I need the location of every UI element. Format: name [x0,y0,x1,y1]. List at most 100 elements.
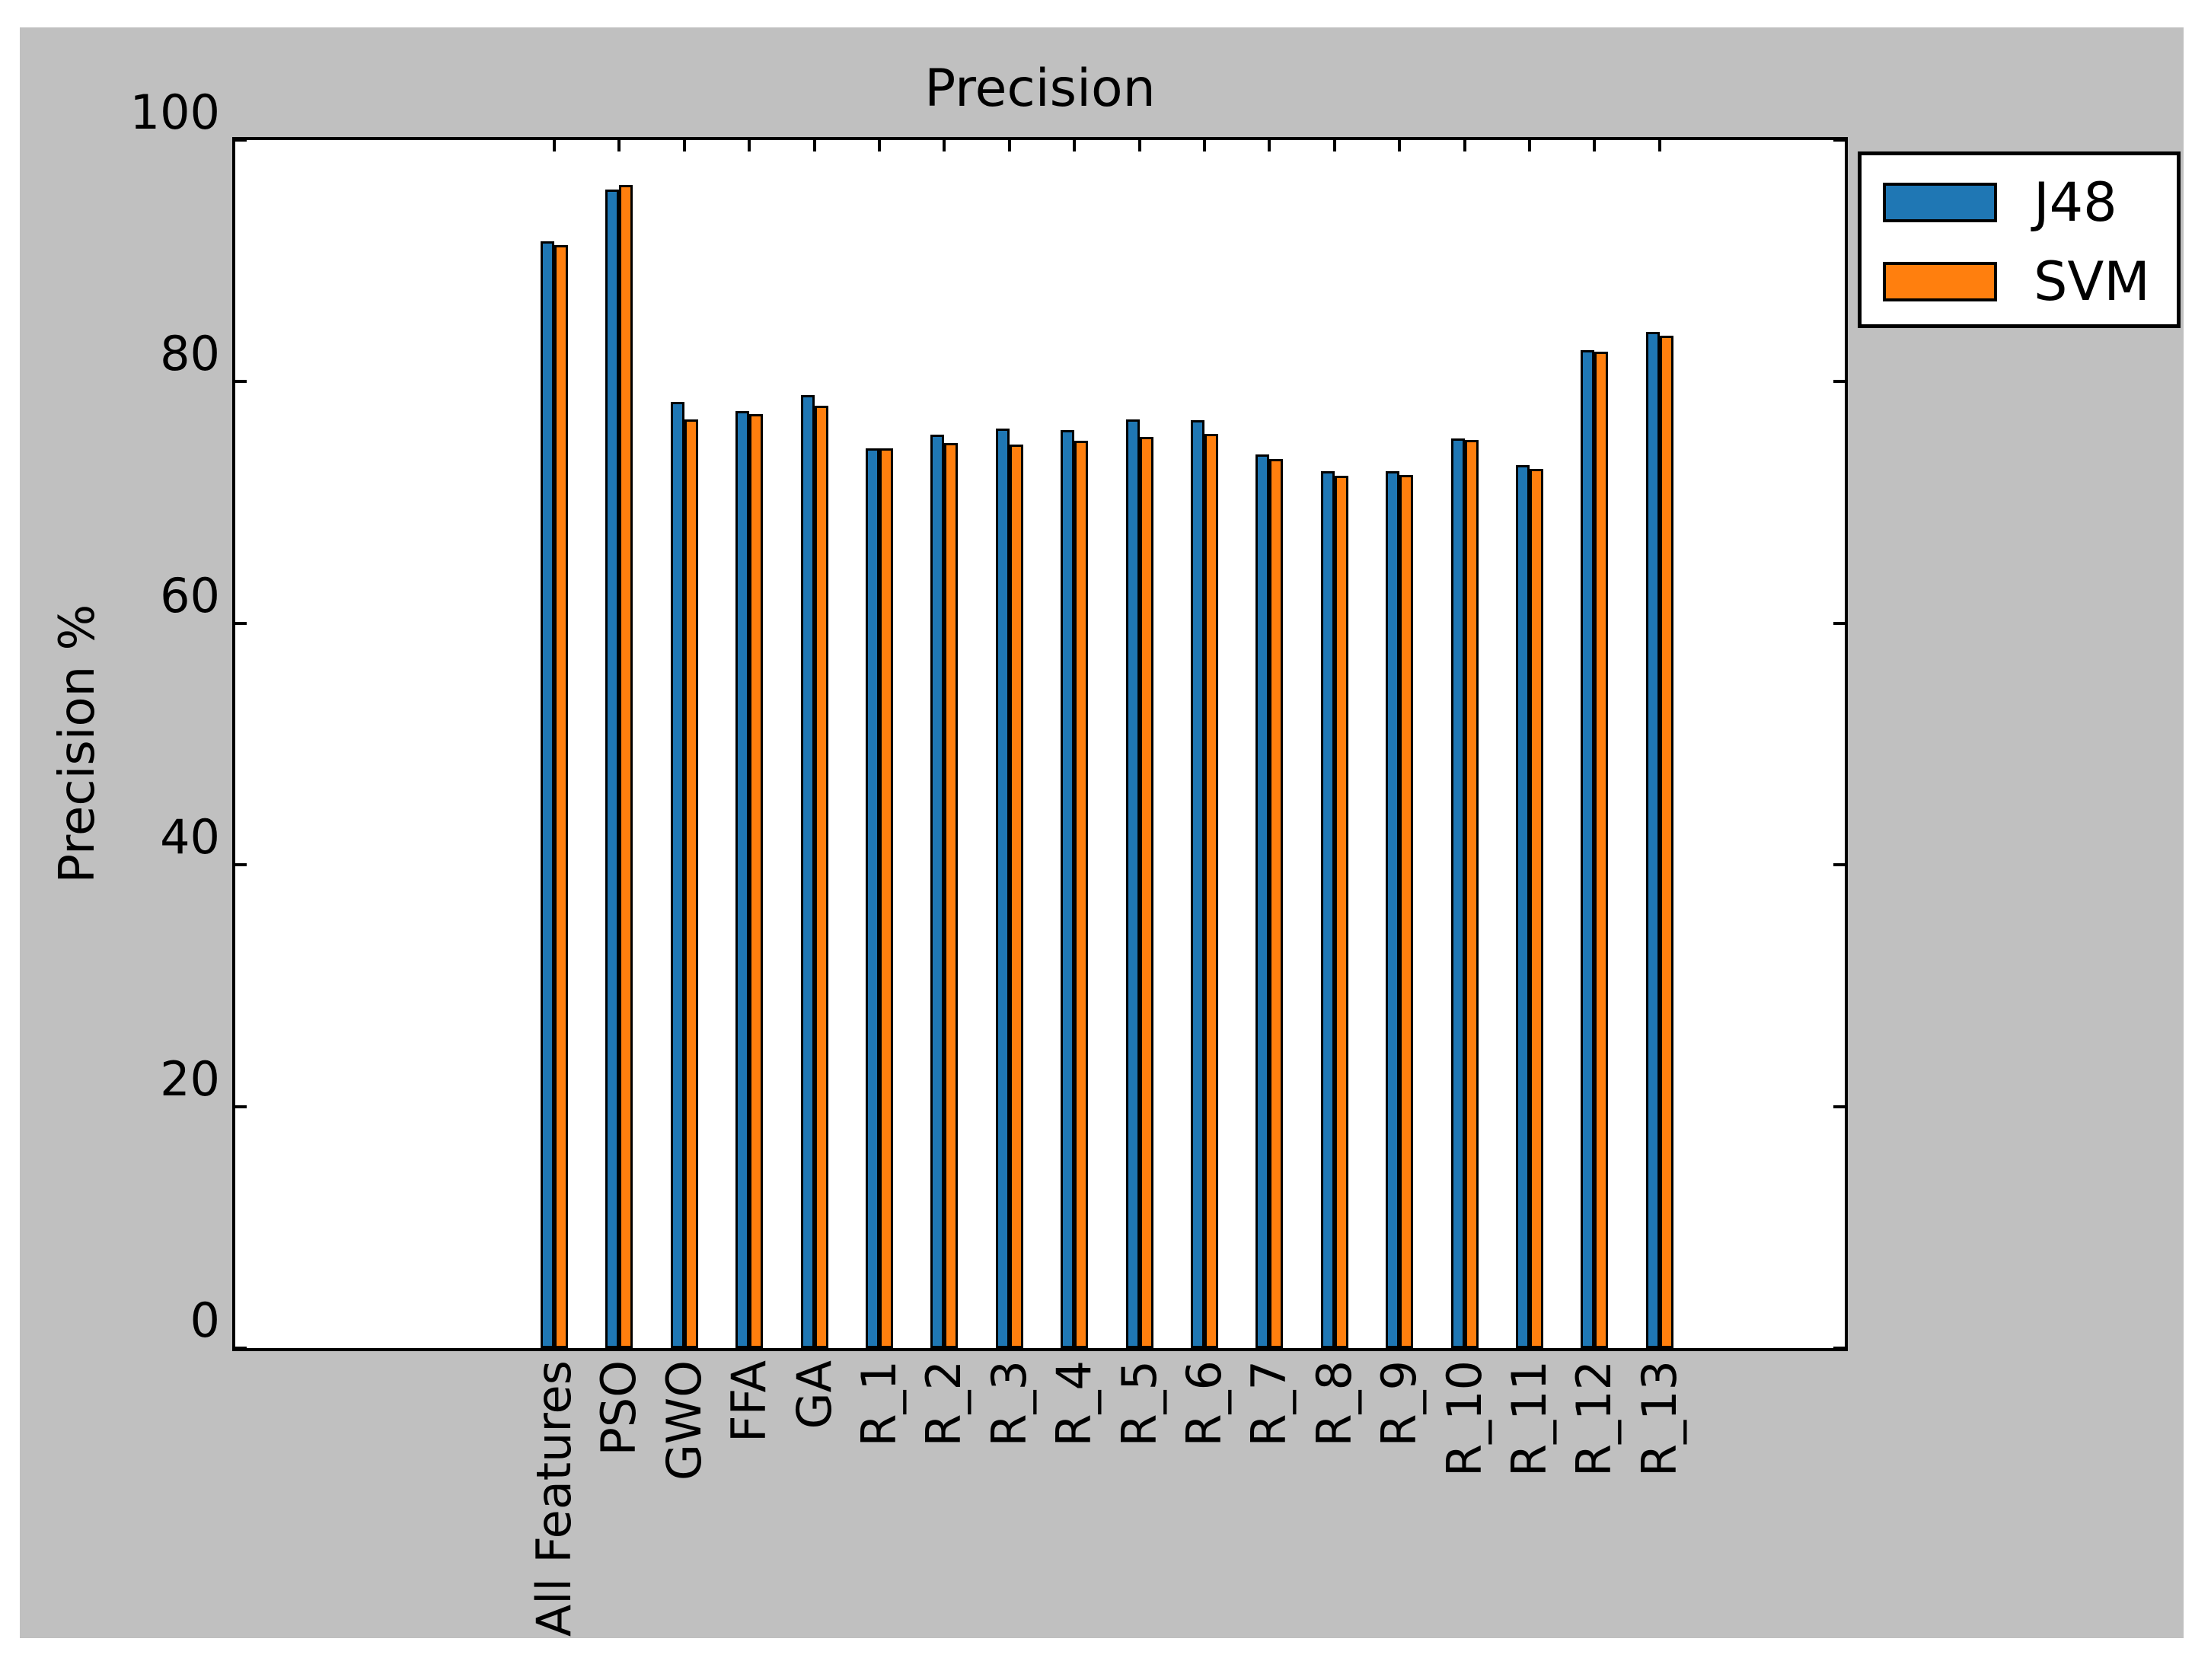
x-tick-label: All Features [526,1360,582,1637]
y-tick-label: 40 [160,809,220,866]
axis-tick-mark [1137,140,1141,151]
bar-svm-r-5 [1139,437,1153,1348]
axis-tick-mark [235,139,247,142]
y-tick-label: 100 [129,84,220,140]
bar-j48-ffa [735,410,750,1348]
bar-svm-r-12 [1594,351,1609,1348]
axis-tick-mark [878,140,881,151]
bar-j48-r-12 [1581,350,1595,1348]
x-tick-label: PSO [591,1360,647,1456]
bar-j48-r-1 [866,448,879,1348]
bar-j48-r-7 [1255,454,1270,1348]
x-tick-label: FFA [721,1360,777,1443]
axis-tick-mark [1833,863,1845,867]
axis-tick-mark [1833,1105,1845,1108]
axis-tick-mark [812,140,816,151]
axis-tick-mark [1528,140,1531,151]
bar-j48-r-2 [930,435,945,1348]
axis-tick-mark [1833,380,1845,384]
axis-tick-mark [1073,140,1077,151]
bar-j48-r-9 [1386,470,1400,1348]
y-tick-label: 60 [160,567,220,623]
bar-j48-r-11 [1516,464,1530,1348]
bar-j48-r-5 [1125,419,1140,1348]
axis-tick-mark [617,140,621,151]
x-tick-label: R_13 [1631,1360,1687,1477]
bar-svm-all-features [554,245,568,1348]
y-tick-label: 0 [190,1293,220,1348]
bar-svm-r-9 [1399,474,1414,1348]
axis-tick-mark [235,380,247,384]
legend-swatch-svm [1883,262,1997,301]
bar-j48-pso [605,190,620,1348]
x-tick-label: R_4 [1046,1360,1102,1447]
legend-label-svm: SVM [2034,250,2150,313]
axis-tick-mark [682,140,686,151]
legend-item-j48: J48 [1883,176,2117,229]
axis-tick-mark [748,140,751,151]
x-tick-label: R_2 [916,1360,972,1447]
x-tick-label: R_10 [1436,1360,1492,1477]
legend-swatch-j48 [1883,183,1997,222]
bar-j48-ga [800,394,815,1348]
axis-tick-mark [1833,621,1845,625]
axis-tick-mark [235,1105,247,1108]
x-tick-label: R_7 [1241,1360,1297,1447]
axis-tick-mark [1203,140,1206,151]
axis-tick-mark [235,1347,247,1350]
y-tick-label: 80 [160,326,220,382]
bar-svm-r-13 [1659,336,1673,1348]
axis-tick-mark [1657,140,1661,151]
axis-tick-mark [553,140,556,151]
bar-svm-r-6 [1204,433,1218,1348]
bar-j48-r-13 [1645,332,1660,1348]
x-tick-label: R_8 [1306,1360,1362,1447]
bar-svm-r-2 [944,443,959,1348]
axis-tick-mark [1833,139,1845,142]
legend-box: J48 SVM [1858,151,2181,328]
axis-tick-mark [235,863,247,867]
x-tick-label: R_5 [1111,1360,1167,1447]
y-tick-label: 20 [160,1050,220,1107]
x-tick-label: GWO [656,1360,712,1481]
x-tick-label: R_6 [1176,1360,1232,1447]
bar-svm-r-4 [1074,441,1089,1348]
x-tick-label: R_1 [851,1360,907,1447]
chart-title: Precision [924,59,1156,119]
axis-tick-mark [235,621,247,625]
bar-svm-r-1 [879,448,893,1348]
axis-tick-mark [1398,140,1402,151]
x-tick-label: R_9 [1371,1360,1428,1447]
x-tick-label: R_3 [981,1360,1037,1447]
legend-item-svm: SVM [1883,255,2150,308]
bar-j48-r-3 [995,429,1010,1348]
axis-tick-mark [1833,1347,1845,1350]
bar-svm-ga [814,406,828,1348]
bar-j48-all-features [541,241,554,1348]
axis-tick-mark [1332,140,1336,151]
legend-label-j48: J48 [2034,171,2117,234]
axis-tick-mark [1007,140,1011,151]
bar-svm-r-3 [1009,444,1023,1348]
bar-j48-r-10 [1450,438,1465,1348]
bar-svm-ffa [749,414,764,1348]
bar-j48-r-4 [1061,429,1075,1348]
x-tick-label: R_11 [1501,1360,1557,1477]
bar-svm-pso [619,184,633,1348]
bar-j48-gwo [670,402,684,1348]
x-tick-label: GA [786,1360,842,1430]
bar-svm-r-7 [1269,458,1284,1348]
bar-svm-gwo [684,419,698,1348]
x-tick-label: R_12 [1566,1360,1622,1477]
figure-background: Precision Precision % 0 20 40 60 80 100 All F… [20,27,2184,1638]
bar-svm-r-10 [1464,439,1479,1348]
bar-svm-r-8 [1334,476,1348,1348]
axis-tick-mark [1593,140,1597,151]
x-axis-tick-labels: All Features PSO GWO FFA GA R_1 R_2 R_3 R_4 R_5 R_… [235,1360,1845,1680]
axis-tick-mark [1463,140,1466,151]
bar-j48-r-8 [1320,470,1335,1348]
axis-tick-mark [1268,140,1271,151]
bar-svm-r-11 [1530,468,1543,1348]
axis-tick-mark [943,140,946,151]
